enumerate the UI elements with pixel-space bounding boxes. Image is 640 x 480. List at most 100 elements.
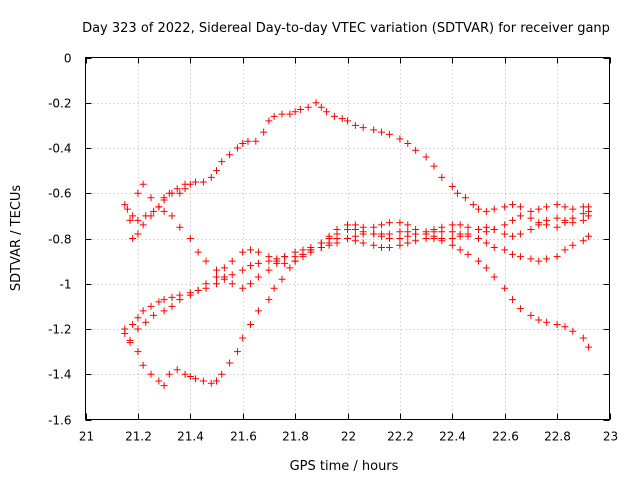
data-point — [344, 235, 351, 242]
series-satellite-track-2 — [121, 225, 593, 390]
data-point — [535, 205, 543, 213]
data-point — [456, 221, 464, 229]
data-point — [448, 221, 456, 229]
data-point — [516, 212, 524, 220]
data-point — [239, 266, 247, 274]
data-point — [569, 205, 577, 213]
data-point — [199, 178, 207, 186]
x-tick-label: 22.4 — [439, 430, 466, 444]
data-point — [239, 139, 247, 147]
data-point — [378, 128, 386, 136]
plot-frame — [85, 57, 610, 420]
data-point — [155, 377, 163, 385]
series-satellite-track-1 — [121, 99, 593, 242]
data-point — [273, 257, 281, 265]
data-point — [168, 302, 176, 310]
data-point — [186, 180, 194, 188]
data-point — [129, 235, 137, 242]
data-point — [385, 235, 393, 242]
data-point — [509, 216, 517, 224]
data-point — [213, 273, 220, 281]
data-point — [247, 246, 255, 254]
data-point — [123, 205, 131, 213]
data-point — [509, 232, 517, 240]
data-point — [291, 108, 299, 116]
data-point — [585, 232, 593, 240]
data-point — [121, 330, 129, 338]
data-point — [579, 210, 587, 218]
data-point — [535, 221, 543, 229]
data-point — [265, 266, 273, 274]
data-point — [490, 244, 498, 252]
data-point — [569, 241, 577, 249]
data-point — [378, 221, 386, 229]
data-point — [134, 348, 142, 356]
data-point — [501, 246, 509, 254]
data-point — [281, 259, 289, 267]
data-point — [501, 203, 509, 211]
data-point — [469, 201, 477, 209]
data-point — [150, 207, 158, 215]
data-point — [134, 314, 142, 322]
data-point — [351, 232, 359, 240]
data-point — [317, 103, 325, 111]
data-point — [291, 257, 299, 265]
data-point — [461, 194, 469, 202]
data-point — [139, 221, 147, 229]
data-point — [585, 343, 593, 351]
data-point — [160, 194, 168, 202]
data-point — [385, 219, 393, 227]
data-point — [527, 225, 535, 233]
data-point — [323, 108, 331, 116]
series-satellite-track-5 — [126, 212, 593, 344]
data-point — [199, 377, 207, 385]
data-point — [228, 257, 236, 265]
data-point — [254, 307, 262, 315]
data-point — [173, 366, 181, 374]
data-point — [527, 207, 535, 215]
data-point — [527, 255, 535, 263]
data-point — [186, 235, 194, 242]
data-point — [404, 139, 412, 147]
data-point — [370, 241, 378, 249]
data-point — [438, 235, 446, 242]
y-tick-label: -0.8 — [48, 233, 71, 247]
x-axis-label: GPS time / hours — [290, 459, 399, 474]
data-point — [561, 323, 569, 331]
data-point — [192, 178, 200, 186]
data-point — [247, 320, 255, 328]
data-point — [456, 246, 464, 254]
data-point — [207, 173, 215, 181]
data-point — [254, 248, 262, 256]
data-point — [239, 284, 247, 292]
data-point — [165, 370, 173, 378]
data-point — [543, 203, 551, 211]
data-point — [330, 112, 338, 120]
data-point — [129, 212, 137, 220]
data-point — [291, 248, 299, 256]
data-point — [176, 296, 184, 304]
x-tick-label: 21.6 — [230, 430, 257, 444]
data-point — [202, 257, 210, 265]
data-point — [430, 232, 438, 240]
data-point — [501, 221, 509, 229]
data-point — [396, 228, 404, 236]
data-point — [281, 253, 289, 261]
data-point — [464, 250, 472, 258]
data-point — [147, 194, 155, 202]
data-point — [482, 264, 490, 272]
data-point — [220, 264, 228, 272]
data-point — [509, 201, 517, 209]
data-point — [325, 241, 333, 249]
data-point — [344, 117, 351, 125]
data-point — [265, 296, 273, 304]
data-point — [247, 262, 255, 270]
data-point — [325, 232, 333, 240]
data-point — [254, 259, 262, 267]
data-point — [126, 336, 134, 344]
data-point — [351, 121, 359, 129]
data-point — [147, 370, 155, 378]
data-point — [404, 232, 412, 240]
data-point — [527, 311, 535, 319]
